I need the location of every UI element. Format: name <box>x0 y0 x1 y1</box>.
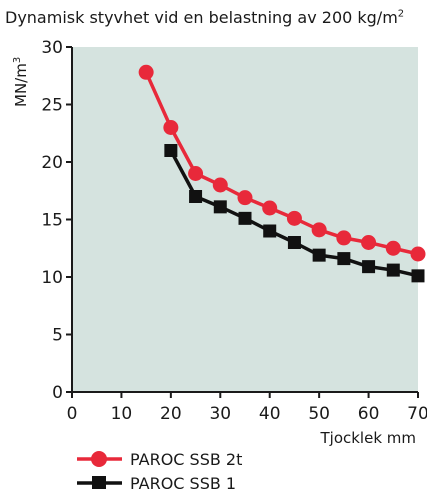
y-tick-label: 10 <box>41 268 63 288</box>
y-tick-label: 20 <box>41 153 63 173</box>
data-point <box>163 120 178 135</box>
legend-marker <box>91 451 107 467</box>
data-point <box>262 201 277 216</box>
x-tick-label: 40 <box>259 404 281 424</box>
y-tick-label: 5 <box>52 326 63 346</box>
data-point <box>313 249 326 262</box>
y-tick-label: 30 <box>41 38 63 58</box>
legend-label: PAROC SSB 2t <box>130 450 242 469</box>
y-axis-label-text: MN/m <box>12 63 30 107</box>
data-point <box>239 212 252 225</box>
legend-marker <box>92 476 106 489</box>
data-point <box>387 264 400 277</box>
x-tick-label: 70 <box>407 404 427 424</box>
x-tick-label: 30 <box>209 404 231 424</box>
data-point <box>386 241 401 256</box>
x-tick-label: 20 <box>160 404 182 424</box>
x-tick-label: 10 <box>111 404 133 424</box>
data-point <box>213 178 228 193</box>
data-point <box>312 222 327 237</box>
legend-label: PAROC SSB 1 <box>130 474 236 489</box>
data-point <box>412 269 425 282</box>
data-point <box>411 247 426 262</box>
x-axis-label: Tjocklek mm <box>319 429 416 447</box>
x-tick-label: 60 <box>358 404 380 424</box>
x-tick-label: 0 <box>67 404 78 424</box>
data-point <box>361 235 376 250</box>
x-tick-label: 50 <box>308 404 330 424</box>
data-point <box>238 190 253 205</box>
y-axis-label: MN/m3 <box>12 57 30 107</box>
legend: PAROC SSB 2t PAROC SSB 1 <box>77 450 242 489</box>
data-point <box>263 225 276 238</box>
data-point <box>336 230 351 245</box>
data-point <box>139 65 154 80</box>
y-tick-label: 15 <box>41 211 63 231</box>
y-tick-label: 0 <box>52 383 63 403</box>
data-point <box>189 190 202 203</box>
y-axis-label-superscript: 3 <box>12 57 23 63</box>
y-tick-label: 25 <box>41 96 63 116</box>
data-point <box>337 252 350 265</box>
data-point <box>188 166 203 181</box>
data-point <box>214 200 227 213</box>
data-point <box>362 260 375 273</box>
data-point <box>288 236 301 249</box>
data-point <box>287 211 302 226</box>
data-point <box>164 144 177 157</box>
